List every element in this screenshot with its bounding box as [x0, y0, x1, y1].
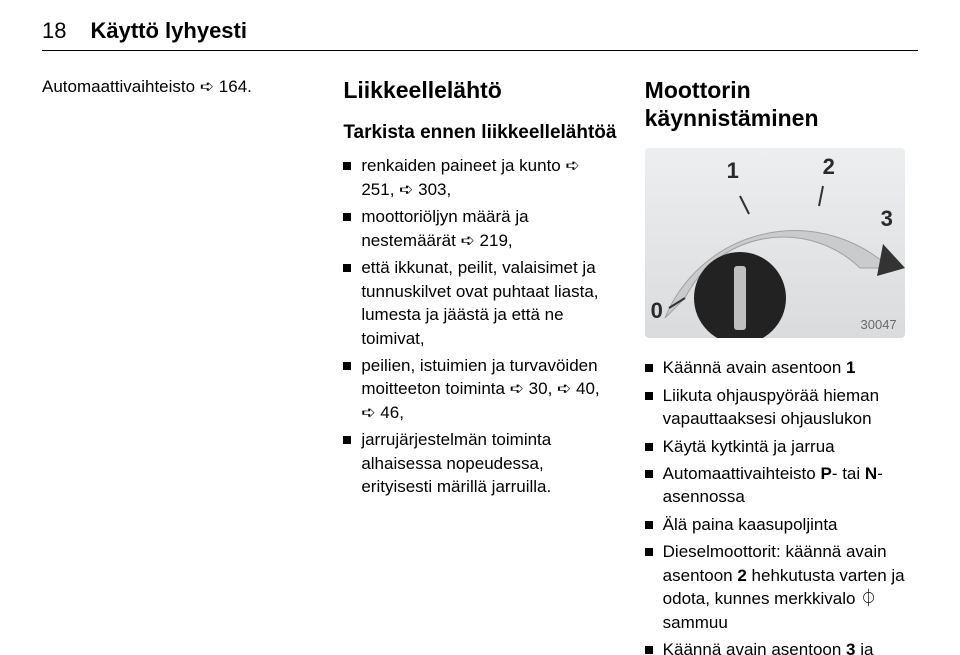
ignition-pos-2: 2 — [823, 154, 835, 180]
list-item: jarrujärjestelmän toiminta alhaisessa no… — [343, 428, 616, 498]
start-steps-list: Käännä avain asentoon 1 Liikuta ohjauspy… — [645, 356, 918, 655]
figure-caption: 30047 — [861, 317, 897, 332]
ignition-pos-3: 3 — [881, 206, 893, 232]
list-item: Käytä kytkintä ja jarrua — [645, 435, 918, 458]
list-item: peilien, istuimien ja turvavöiden moitte… — [343, 354, 616, 424]
list-item: moottoriöljyn määrä ja nestemäärät ➪ 219… — [343, 205, 616, 252]
ignition-svg — [645, 148, 905, 338]
col3-heading: Moottorin käynnistäminen — [645, 77, 918, 132]
list-item: Dieselmoottorit: käännä avain asentoon 2… — [645, 540, 918, 634]
columns: Automaattivaihteisto ➪ 164. Liikkeellelä… — [42, 77, 918, 655]
col2-subheading: Tarkista ennen liikkeellelähtöä — [343, 121, 616, 145]
list-item: Älä paina kaasupoljinta — [645, 513, 918, 536]
col2-heading: Liikkeellelähtö — [343, 77, 616, 105]
list-item: renkaiden paineet ja kunto ➪ 251, ➪ 303, — [343, 154, 616, 201]
header-rule — [42, 50, 918, 51]
page-header: 18 Käyttö lyhyesti — [42, 18, 918, 44]
chapter-title: Käyttö lyhyesti — [90, 18, 247, 44]
ignition-pos-0: 0 — [651, 298, 663, 324]
list-item: Käännä avain asentoon 3 ja vapauta se — [645, 638, 918, 655]
column-2: Liikkeellelähtö Tarkista ennen liikkeell… — [343, 77, 616, 655]
column-1: Automaattivaihteisto ➪ 164. — [42, 77, 315, 655]
ignition-pos-1: 1 — [727, 158, 739, 184]
list-item: Käännä avain asentoon 1 — [645, 356, 918, 379]
precheck-list: renkaiden paineet ja kunto ➪ 251, ➪ 303,… — [343, 154, 616, 498]
column-3: Moottorin käynnistäminen 0 1 — [645, 77, 918, 655]
list-item: Liikuta ohjauspyörää hieman vapauttaakse… — [645, 384, 918, 431]
auto-transmission-ref: Automaattivaihteisto ➪ 164. — [42, 77, 315, 97]
ignition-figure: 0 1 2 3 30047 — [645, 148, 905, 338]
page-number: 18 — [42, 18, 66, 44]
list-item: Automaattivaihteisto P- tai N-asennossa — [645, 462, 918, 509]
list-item: että ikkunat, peilit, valaisimet ja tunn… — [343, 256, 616, 350]
